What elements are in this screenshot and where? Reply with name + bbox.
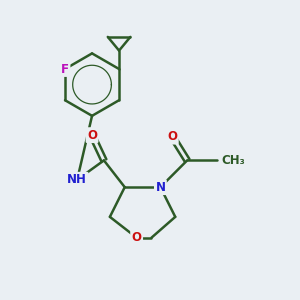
Text: O: O	[167, 130, 177, 143]
Text: N: N	[155, 181, 165, 194]
Text: O: O	[132, 231, 142, 244]
Text: NH: NH	[67, 173, 87, 186]
Text: CH₃: CH₃	[221, 154, 245, 167]
Text: F: F	[61, 62, 69, 76]
Text: O: O	[87, 129, 97, 142]
